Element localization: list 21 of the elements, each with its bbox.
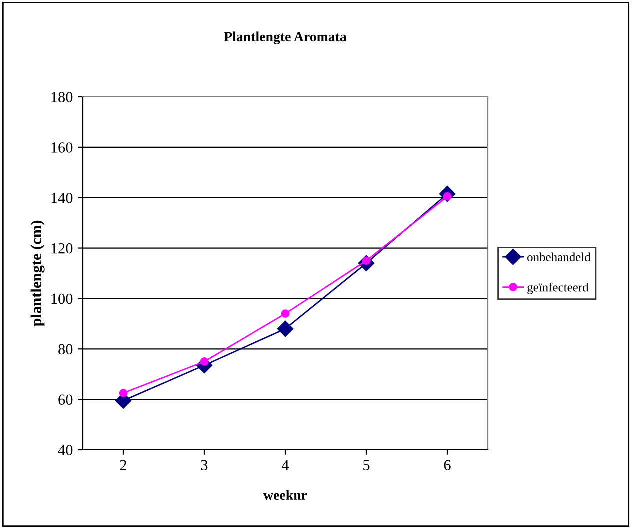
legend-label: geïnfecteerd (528, 282, 589, 294)
x-tick-label: 3 (201, 460, 208, 470)
x-tick-label: 5 (364, 460, 370, 470)
y-tick-label: 60 (58, 394, 73, 406)
point (281, 310, 290, 318)
x-tick-label: 2 (120, 460, 126, 470)
y-tick-label: 180 (52, 92, 73, 102)
x-axis-title: weeknr (264, 490, 308, 500)
y-tick-label: 40 (58, 445, 73, 456)
point (277, 320, 294, 338)
x-tick-label: 6 (444, 460, 451, 470)
y-tick-label: 140 (52, 193, 73, 204)
y-axis-title: plantlengte (cm) (30, 220, 45, 327)
y-tick-label: 120 (52, 243, 73, 254)
y-tick-label: 100 (52, 294, 73, 304)
x-tick-label: 4 (282, 460, 290, 470)
legend-label: onbehandeld (528, 252, 591, 262)
chart-title: Plantlengte Aromata (224, 32, 347, 45)
point (119, 389, 128, 398)
y-tick-label: 160 (52, 142, 73, 153)
y-tick-label: 80 (58, 344, 73, 355)
